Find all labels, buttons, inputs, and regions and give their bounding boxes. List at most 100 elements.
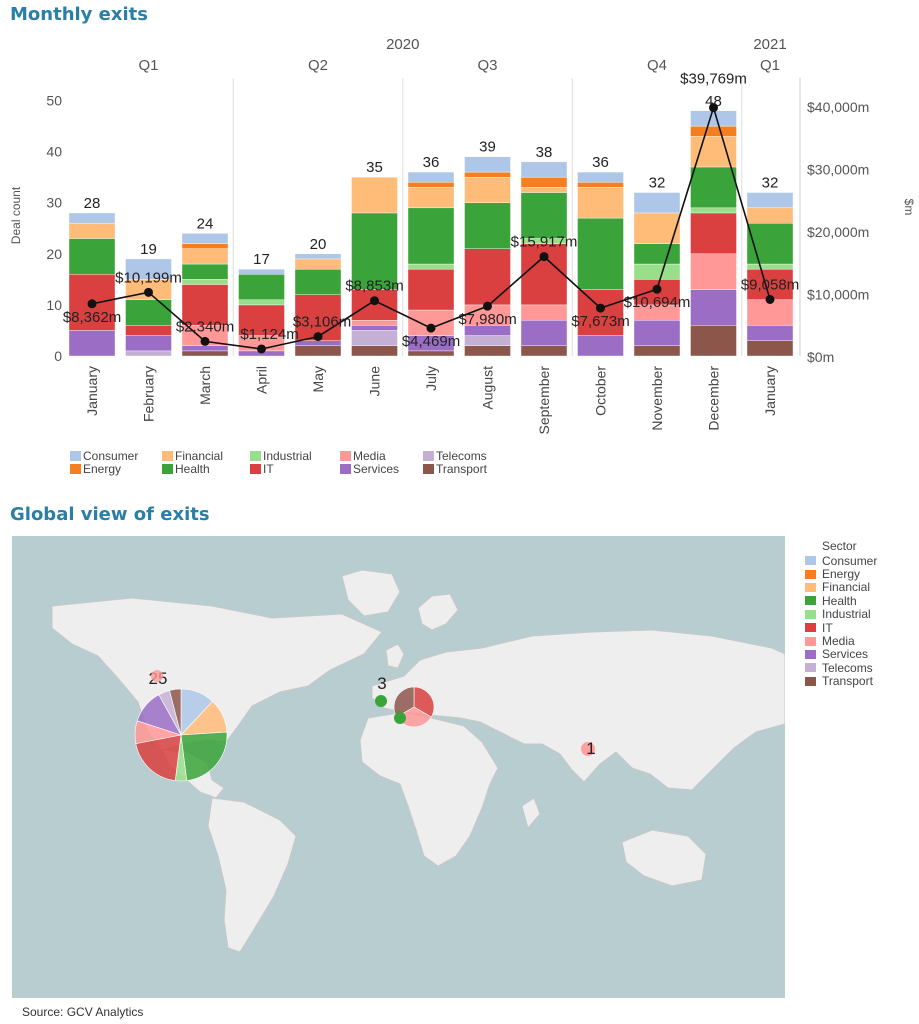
line-point[interactable] [483,301,492,311]
bar-segment-telecoms[interactable] [351,330,398,346]
pie-slice-it[interactable] [413,686,435,718]
bar-segment-services[interactable] [68,330,116,357]
line-point[interactable] [370,296,379,306]
region-pie[interactable] [134,688,228,782]
bar-segment-media[interactable] [746,299,794,326]
bar-segment-health[interactable] [633,243,681,265]
bar-segment-it[interactable] [181,284,229,326]
bar-segment-services[interactable] [746,325,794,341]
bar-segment-financial[interactable] [181,248,229,265]
region-pie[interactable] [581,742,595,756]
legend-item-consumer[interactable]: Consumer [805,554,877,568]
bar-segment-industrial[interactable] [238,299,285,306]
bar-segment-consumer[interactable] [294,253,342,260]
bar-segment-it[interactable] [125,325,172,336]
bar-segment-financial[interactable] [464,176,511,203]
bar-segment-industrial[interactable] [407,263,455,270]
bar-segment-transport[interactable] [181,350,229,357]
bar-segment-it[interactable] [690,212,737,255]
bar-segment-transport[interactable] [690,325,737,357]
legend-item-services[interactable]: Services [805,647,877,661]
line-point[interactable] [87,299,97,309]
bar-segment-health[interactable] [238,274,285,301]
bar-segment-transport[interactable] [407,350,455,357]
bar-segment-health[interactable] [746,222,794,265]
bar-segment-health[interactable] [294,268,342,295]
bar-segment-it[interactable] [464,248,511,306]
map-marker-health[interactable] [394,712,406,724]
bar-segment-energy[interactable] [520,176,568,188]
bar-segment-financial[interactable] [746,207,794,224]
bar-segment-financial[interactable] [407,187,455,209]
bar-segment-industrial[interactable] [746,263,794,270]
line-point[interactable] [144,287,153,297]
line-point[interactable] [765,294,775,304]
bar-segment-consumer[interactable] [690,110,737,127]
bar-segment-consumer[interactable] [68,212,116,224]
bar-segment-services[interactable] [633,320,681,346]
line-point[interactable] [313,332,323,342]
bar-segment-consumer[interactable] [520,161,568,178]
bar-segment-health[interactable] [520,192,568,239]
bar-segment-transport[interactable] [520,345,568,357]
bar-segment-services[interactable] [125,335,172,352]
bar-segment-energy[interactable] [690,125,737,137]
line-point[interactable] [596,303,605,313]
line-point[interactable] [426,323,436,333]
bar-segment-consumer[interactable] [746,192,794,209]
line-point[interactable] [200,336,210,346]
pie-slice-it[interactable] [135,734,182,781]
map-marker-health[interactable] [375,695,387,707]
bar-segment-media[interactable] [351,320,398,326]
bar-segment-health[interactable] [464,202,511,249]
bar-segment-services[interactable] [181,345,229,352]
legend-item-media[interactable]: Media [805,634,877,648]
bar-segment-transport[interactable] [464,345,511,357]
bar-segment-services[interactable] [351,325,398,331]
bar-segment-media[interactable] [520,304,568,321]
bar-segment-energy[interactable] [464,171,511,178]
legend-item-it[interactable]: IT [805,621,877,635]
bar-segment-financial[interactable] [520,187,568,193]
line-point[interactable] [257,344,266,354]
bar-segment-consumer[interactable] [181,233,229,244]
pie-slice-transport[interactable] [169,688,182,736]
bar-segment-financial[interactable] [294,258,342,270]
bar-segment-telecoms[interactable] [125,350,172,357]
bar-segment-services[interactable] [577,335,624,357]
bar-segment-transport[interactable] [746,340,794,357]
bar-segment-health[interactable] [125,299,172,326]
bar-segment-energy[interactable] [577,182,624,188]
bar-segment-financial[interactable] [68,222,116,239]
bar-segment-transport[interactable] [351,345,398,357]
bar-segment-consumer[interactable] [238,268,285,275]
bar-segment-consumer[interactable] [633,192,681,214]
bar-segment-transport[interactable] [633,345,681,357]
line-point[interactable] [539,252,549,262]
pie-slice-media[interactable] [581,742,595,756]
legend-item-transport[interactable]: Transport [805,674,877,688]
line-point[interactable] [709,103,718,113]
bar-segment-industrial[interactable] [690,207,737,214]
bar-segment-financial[interactable] [577,187,624,219]
bar-segment-consumer[interactable] [125,258,172,280]
bar-segment-media[interactable] [690,253,737,290]
bar-segment-consumer[interactable] [407,171,455,183]
bar-segment-services[interactable] [520,320,568,346]
bar-segment-financial[interactable] [351,176,398,214]
bar-segment-health[interactable] [181,263,229,280]
bar-segment-energy[interactable] [407,182,455,188]
bar-segment-it[interactable] [238,304,285,336]
bar-segment-industrial[interactable] [181,279,229,285]
legend-item-financial[interactable]: Financial [805,580,877,594]
pie-slice-health[interactable] [180,731,228,781]
map-marker-media[interactable] [151,670,163,682]
bar-segment-health[interactable] [351,212,398,290]
legend-item-telecoms[interactable]: Telecoms [805,661,877,675]
bar-segment-energy[interactable] [181,243,229,249]
legend-item-industrial[interactable]: Industrial [805,607,877,621]
region-pie[interactable] [393,686,435,728]
line-point[interactable] [652,284,662,294]
bar-segment-health[interactable] [68,238,116,275]
bar-segment-health[interactable] [690,166,737,209]
